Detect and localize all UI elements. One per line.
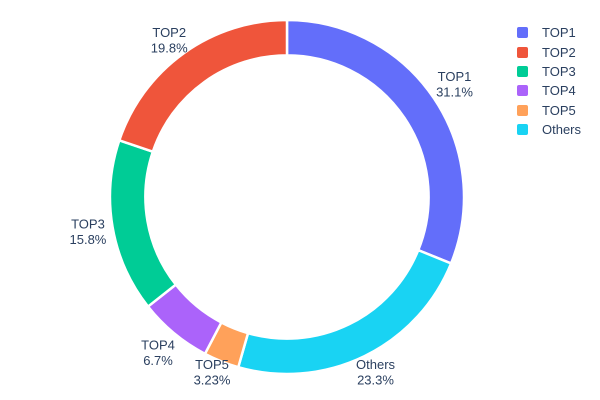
pie-slice-top2[interactable] (118, 18, 289, 153)
legend-swatch-icon (517, 27, 528, 39)
slice-label-top5: TOP5 3.23% (194, 357, 231, 388)
legend-item-others[interactable]: Others (517, 120, 581, 139)
legend-item-label: TOP3 (542, 63, 576, 79)
legend-swatch-icon (517, 85, 528, 97)
legend-swatch-icon (517, 65, 528, 77)
legend-swatch-icon (517, 124, 528, 136)
legend-item-label: TOP2 (542, 44, 576, 60)
slice-label-top3: TOP3 15.8% (70, 216, 107, 247)
slice-label-top4: TOP4 6.7% (141, 337, 175, 368)
legend-item-top5[interactable]: TOP5 (517, 101, 581, 120)
pie-slice-top1[interactable] (285, 18, 466, 265)
legend: TOP1 TOP2 TOP3 TOP4 TOP5 Others (517, 23, 581, 139)
slice-label-top2: TOP2 19.8% (151, 25, 188, 56)
legend-item-label: TOP5 (542, 102, 576, 118)
legend-swatch-icon (517, 104, 528, 116)
legend-item-top1[interactable]: TOP1 (517, 23, 581, 42)
legend-item-top4[interactable]: TOP4 (517, 81, 581, 100)
legend-item-top2[interactable]: TOP2 (517, 42, 581, 61)
legend-swatch-icon (517, 46, 528, 58)
slice-label-top1: TOP1 31.1% (436, 69, 473, 100)
legend-item-label: TOP4 (542, 83, 576, 99)
legend-item-top3[interactable]: TOP3 (517, 62, 581, 81)
legend-item-label: TOP1 (542, 25, 576, 41)
pie-slice-others[interactable] (237, 248, 453, 376)
slice-label-others: Others 23.3% (356, 357, 396, 388)
pie-slice-top3[interactable] (108, 139, 178, 308)
legend-item-label: Others (542, 122, 582, 138)
